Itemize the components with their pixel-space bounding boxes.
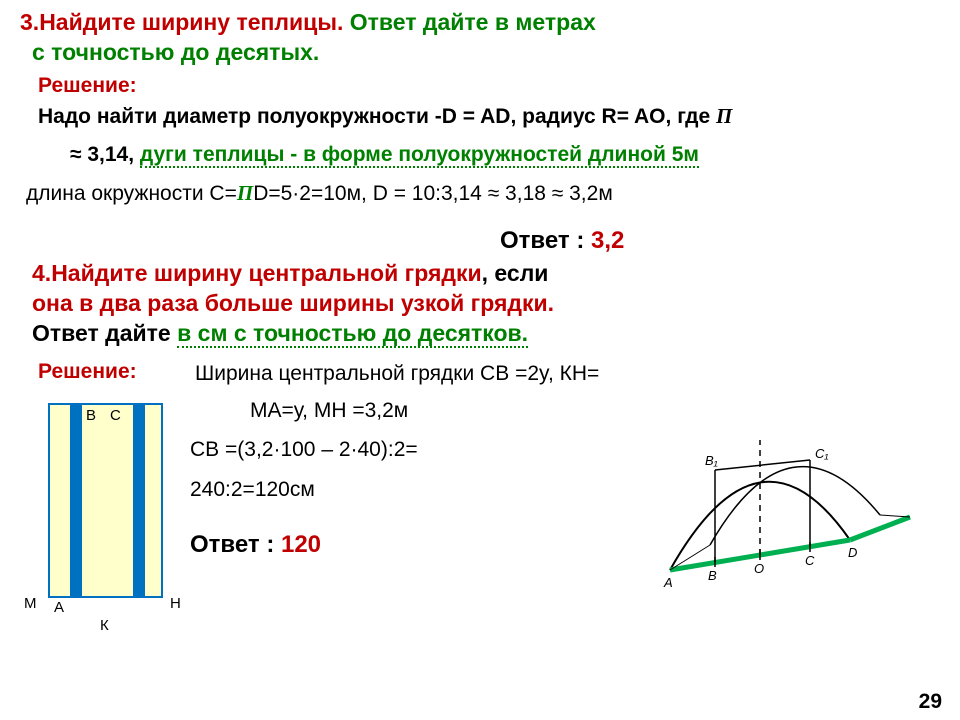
q4-answer: Ответ : 120 <box>190 527 650 563</box>
q3-t3: с точностью до десятых. <box>32 39 319 65</box>
label-B: В <box>86 407 96 424</box>
rect-diagram: В С А К <box>48 403 163 598</box>
q3-title-l2: с точностью до десятых. <box>20 38 940 68</box>
q3-t1: Найдите ширину теплицы. <box>39 9 343 35</box>
strip-1 <box>70 405 82 596</box>
pi-symbol-2: П <box>237 181 253 205</box>
label-K: К <box>100 617 109 634</box>
q3-solution-label: Решение: <box>20 74 940 98</box>
q3-t2: Ответ дайте в метрах <box>343 9 595 35</box>
q4-t3b2: дайте <box>105 320 177 346</box>
gh-B1: B₁ <box>705 453 718 468</box>
diagram-row: В С А К М Н МА=у, МН =3,2м СВ =(3,2·100 … <box>20 395 940 600</box>
q4-calc4: 240:2=120см <box>190 474 650 506</box>
label-M: М <box>24 595 37 612</box>
label-H: Н <box>170 595 181 612</box>
q3-l1a: Надо найти диаметр полуокружности -D = A… <box>38 105 716 128</box>
q3-ans-label: Ответ : <box>500 227 591 254</box>
q4-t3b1: Ответ <box>32 320 105 346</box>
q3-l3a: длина окружности C= <box>26 182 237 205</box>
q3-title: 3.Найдите ширину теплицы. Ответ дайте в … <box>20 8 940 38</box>
gh-B: B <box>708 568 717 583</box>
greenhouse-svg: A B O C D B₁ C₁ <box>650 395 930 595</box>
q3-l2a: ≈ 3,14, <box>70 143 140 166</box>
q3-answer: Ответ : 3,2 <box>20 227 940 255</box>
gh-D: D <box>848 545 857 560</box>
q3-line2: ≈ 3,14, дуги теплицы - в форме полуокруж… <box>20 141 940 169</box>
gh-C1: C₁ <box>815 446 829 461</box>
q4-calc1: Ширина центральной грядки CB =2y, КН= <box>195 360 599 388</box>
q3-num: 3. <box>20 9 39 35</box>
label-C: С <box>110 407 121 424</box>
q4-solution-label: Решение: <box>20 360 195 388</box>
page-number: 29 <box>919 690 942 714</box>
calc-center: МА=у, МН =3,2м СВ =(3,2·100 – 2·40):2= 2… <box>190 395 650 600</box>
pi-symbol: П <box>716 104 732 128</box>
gh-O: O <box>754 561 764 576</box>
q3-l2b: дуги теплицы - в форме полуокружностей д… <box>140 143 699 168</box>
q4-t3g: в см с точностью до десятков. <box>177 320 528 348</box>
q4-t2r: она в два раза больше ширины узкой грядк… <box>32 290 554 316</box>
gh-A: A <box>663 575 673 590</box>
q3-line1: Надо найти диаметр полуокружности -D = A… <box>20 102 940 131</box>
q4-title-l1: 4.Найдите ширину центральной грядки, есл… <box>20 259 940 289</box>
q4-title-l2: она в два раза больше ширины узкой грядк… <box>20 289 940 319</box>
q3-l3b: D=5·2=10м, D = 10:3,14 ≈ 3,18 ≈ 3,2м <box>253 182 613 205</box>
strip-2 <box>133 405 145 596</box>
q4-calc2: МА=у, МН =3,2м <box>190 395 650 427</box>
label-A: А <box>54 599 64 616</box>
q3-ans-val: 3,2 <box>591 227 624 254</box>
q4-ans-label: Ответ : <box>190 531 281 558</box>
gh-C: C <box>805 553 815 568</box>
q4-t1r: Найдите ширину центральной грядки <box>51 260 481 286</box>
rect-diagram-container: В С А К М Н <box>20 395 190 600</box>
q4-calc3: СВ =(3,2·100 – 2·40):2= <box>190 434 650 466</box>
q3-line3: длина окружности C=ПD=5·2=10м, D = 10:3,… <box>20 179 940 208</box>
q4-t1b: , если <box>482 260 549 286</box>
q4-title-l3: Ответ дайте в см с точностью до десятков… <box>20 319 940 349</box>
q4-ans-val: 120 <box>281 531 321 558</box>
greenhouse-diagram: A B O C D B₁ C₁ <box>650 395 940 600</box>
q4-num: 4. <box>32 260 51 286</box>
